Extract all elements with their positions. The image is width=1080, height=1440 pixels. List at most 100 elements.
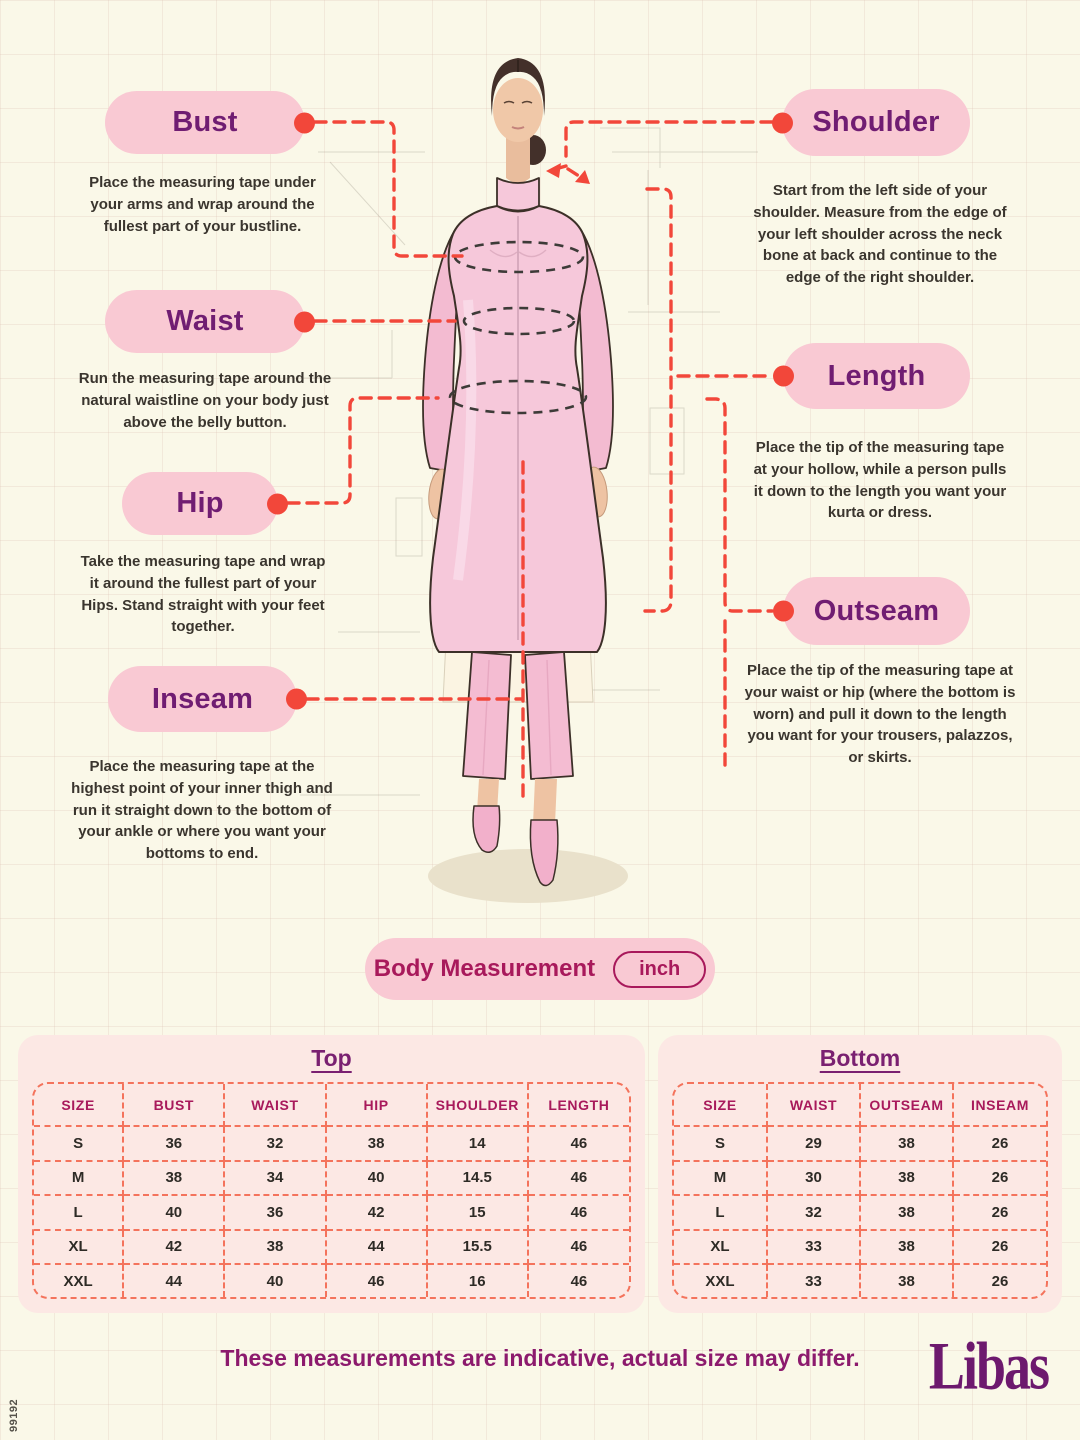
- column-header: WAIST: [766, 1084, 861, 1127]
- table-cell: 15: [425, 1194, 529, 1231]
- outseam-connector: [705, 397, 774, 613]
- column-header: SHOULDER: [425, 1084, 529, 1127]
- column-header: HIP: [324, 1084, 428, 1127]
- top-table-border: SIZE BUST WAIST HIP SHOULDER LENGTH S 36…: [32, 1082, 631, 1299]
- table-cell: XXL: [34, 1263, 125, 1297]
- bottom-size-table: SIZE WAIST OUTSEAM INSEAM S 29 38 26 M: [674, 1084, 1046, 1297]
- bottom-size-table-panel: Bottom SIZE WAIST OUTSEAM INSEAM S 29 38: [658, 1035, 1062, 1313]
- body-measurement-label: Body Measurement: [373, 955, 596, 982]
- table-cell: M: [674, 1159, 768, 1197]
- table-cell: 38: [859, 1125, 954, 1162]
- shoulder-arrow-right: [575, 170, 590, 184]
- hip-connector-dot: [267, 493, 288, 514]
- hip-label-pill: Hip: [122, 472, 288, 535]
- top-size-table-panel: Top SIZE BUST WAIST HIP SHOULDER LENGTH: [18, 1035, 645, 1313]
- column-header: LENGTH: [526, 1084, 629, 1127]
- length-label-pill: Length: [773, 343, 970, 409]
- bottom-table-title: Bottom: [819, 1045, 901, 1071]
- inseam-label-pill: Inseam: [108, 666, 307, 732]
- table-cell: 26: [952, 1125, 1046, 1162]
- shoulder-connector-dot: [772, 112, 793, 133]
- shoulder-description: Start from the left side of your shoulde…: [753, 182, 1007, 286]
- top-size-table: SIZE BUST WAIST HIP SHOULDER LENGTH S 36…: [34, 1084, 629, 1297]
- brand-logo: Libas: [928, 1328, 1050, 1404]
- column-header: OUTSEAM: [859, 1084, 954, 1127]
- left-shoe: [472, 805, 501, 853]
- right-shoe: [529, 819, 559, 887]
- connector-arrowheads: [546, 163, 590, 184]
- column-header: INSEAM: [952, 1084, 1046, 1127]
- table-row: XXL 33 38 26: [674, 1263, 1046, 1297]
- top-table-title: Top: [311, 1045, 352, 1071]
- shoulder-label: Shoulder: [812, 106, 940, 138]
- shoulder-connector: [564, 120, 774, 158]
- table-cell: 26: [952, 1159, 1046, 1197]
- floor-shadow: [428, 849, 628, 903]
- outseam-label-pill: Outseam: [773, 577, 970, 645]
- table-cell: 33: [766, 1228, 861, 1266]
- shoulder-arrow-left: [546, 163, 561, 178]
- bust-connector-dot: [294, 112, 315, 133]
- shoulder-arrow-right-line: [566, 167, 584, 180]
- bust-label: Bust: [172, 106, 238, 138]
- table-cell: 38: [859, 1194, 954, 1231]
- hip-label: Hip: [176, 487, 224, 519]
- table-cell: 26: [952, 1263, 1046, 1297]
- footer-note: These measurements are indicative, actua…: [220, 1345, 860, 1371]
- inseam-description: Place the measuring tape at the highest …: [71, 758, 333, 862]
- table-cell: 38: [223, 1228, 327, 1266]
- table-row: M 30 38 26: [674, 1159, 1046, 1197]
- collar: [496, 177, 540, 212]
- waist-ellipse: [462, 306, 576, 336]
- right-ankle: [533, 779, 557, 824]
- table-cell: 40: [324, 1159, 428, 1197]
- table-row: XXL 44 40 46 16 46: [34, 1263, 629, 1297]
- table-cell: 33: [766, 1263, 861, 1297]
- table-cell: 16: [425, 1263, 529, 1297]
- column-header: SIZE: [34, 1084, 125, 1127]
- table-cell: 42: [122, 1228, 226, 1266]
- table-cell: 38: [122, 1159, 226, 1197]
- table-cell: 15.5: [425, 1228, 529, 1266]
- table-cell: 30: [766, 1159, 861, 1197]
- table-row: L 40 36 42 15 46: [34, 1194, 629, 1231]
- table-cell: 46: [526, 1263, 629, 1297]
- column-header: BUST: [122, 1084, 226, 1127]
- table-cell: S: [34, 1125, 125, 1162]
- hip-connector: [286, 396, 440, 505]
- sketch-guides: [300, 127, 758, 796]
- length-connector: [643, 187, 673, 613]
- table-cell: L: [674, 1194, 768, 1231]
- column-header: WAIST: [223, 1084, 327, 1127]
- left-ankle: [477, 779, 499, 813]
- unit-badge[interactable]: inch: [613, 950, 707, 988]
- table-cell: 26: [952, 1228, 1046, 1266]
- left-trouser-leg: [462, 651, 512, 780]
- model-figure: [422, 58, 628, 903]
- table-row: XL 42 38 44 15.5 46: [34, 1228, 629, 1266]
- table-cell: XXL: [674, 1263, 768, 1297]
- table-cell: 44: [122, 1263, 226, 1297]
- table-cell: 38: [324, 1125, 428, 1162]
- table-row: S 29 38 26: [674, 1125, 1046, 1162]
- table-cell: 46: [324, 1263, 428, 1297]
- table-cell: 44: [324, 1228, 428, 1266]
- table-row: XL 33 38 26: [674, 1228, 1046, 1266]
- table-cell: 46: [526, 1125, 629, 1162]
- table-cell: 38: [859, 1228, 954, 1266]
- waist-label-pill: Waist: [105, 290, 315, 353]
- table-cell: XL: [34, 1228, 125, 1266]
- table-cell: 32: [766, 1194, 861, 1231]
- table-cell: 36: [223, 1194, 327, 1231]
- table-cell: 26: [952, 1194, 1046, 1231]
- table-cell: 14: [425, 1125, 529, 1162]
- outseam-label: Outseam: [813, 594, 940, 627]
- hip-description: Take the measuring tape and wrap it arou…: [80, 553, 326, 636]
- inseam-label: Inseam: [151, 682, 254, 715]
- table-cell: 46: [526, 1159, 629, 1197]
- table-cell: 34: [223, 1159, 327, 1197]
- face-features: [503, 100, 533, 104]
- neck: [506, 130, 530, 183]
